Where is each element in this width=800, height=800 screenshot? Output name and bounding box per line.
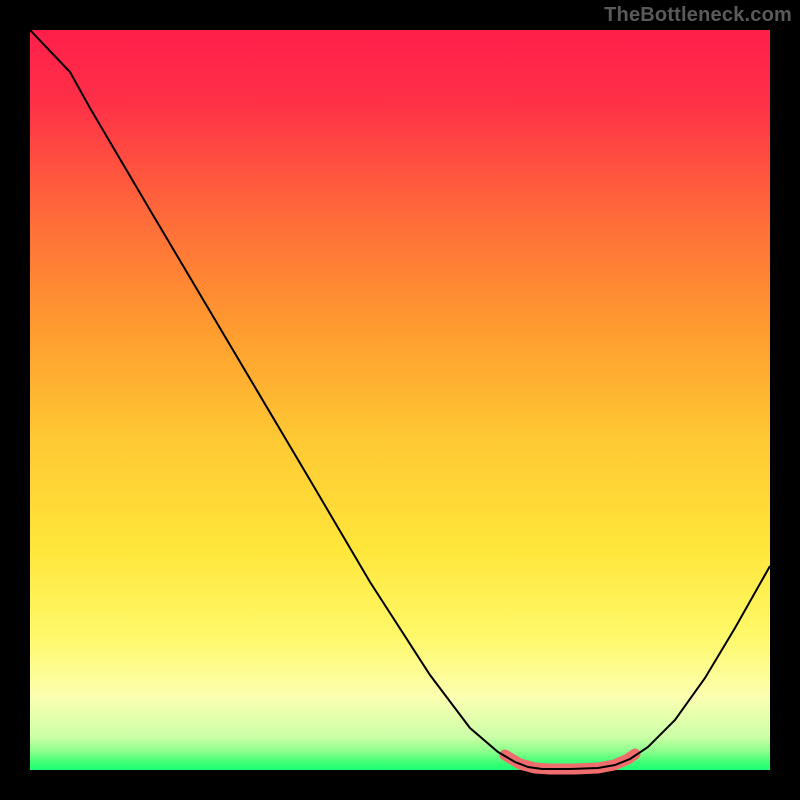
watermark-text: TheBottleneck.com xyxy=(604,4,792,27)
bottleneck-curve-chart xyxy=(0,0,800,800)
chart-container: TheBottleneck.com xyxy=(0,0,800,800)
plot-background xyxy=(30,30,770,770)
